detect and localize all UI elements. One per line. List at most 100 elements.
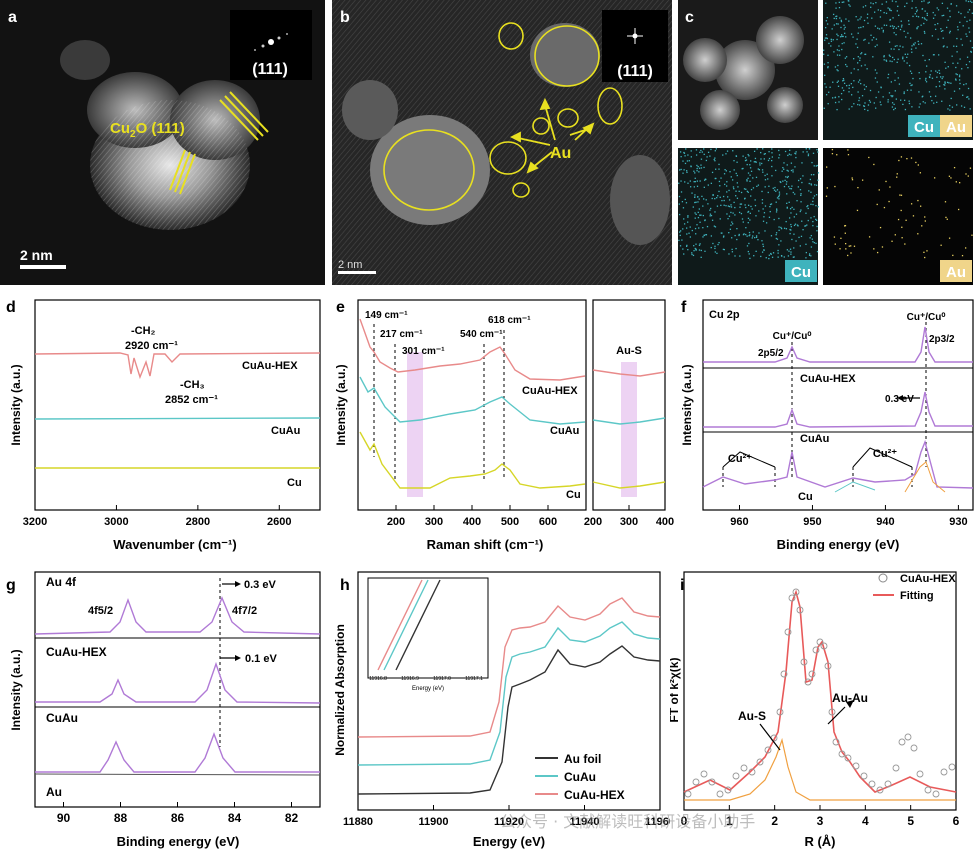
scale-bar-b — [338, 271, 376, 274]
i-tick-label-6: 6 — [953, 814, 960, 828]
d-tick-label-0: 3200 — [23, 516, 47, 528]
i-tick-label-2: 2 — [771, 814, 778, 828]
ylabel-f: Intensity (a.u.) — [680, 364, 694, 445]
annot-f-5: Cu²⁺ — [728, 453, 752, 465]
xlabel-g: Binding energy (eV) — [117, 834, 240, 849]
i-marker-19 — [804, 678, 812, 686]
h-inset-tick-label-2: 11917.0 — [433, 676, 451, 682]
legend-d-0: CuAu-HEX — [242, 360, 298, 372]
tem-panel-c: c Cu Au Cu Au — [678, 0, 974, 285]
i-marker-41 — [940, 768, 948, 776]
g-tick-label-2: 86 — [171, 811, 185, 825]
i-marker-2 — [700, 770, 708, 778]
annotation-au: Au — [550, 145, 571, 162]
i-marker-24 — [824, 662, 832, 670]
legend-h: Au foil CuAu CuAu-HEX — [535, 752, 625, 802]
eds-label-au: Au — [946, 264, 966, 281]
g-tick-label-0: 90 — [57, 811, 71, 825]
series-f-cuau — [703, 391, 973, 428]
i-marker-34 — [892, 764, 900, 772]
xlabel-f: Binding energy (eV) — [777, 537, 900, 552]
e-tick-label-4: 600 — [539, 516, 557, 528]
annotation-cu2o: Cu2O (111) — [110, 120, 185, 140]
series-g-cuau — [35, 661, 321, 704]
i-marker-6 — [732, 772, 740, 780]
i-marker-23 — [820, 642, 828, 650]
series-e-cuau — [359, 376, 586, 425]
annot-g-1: 4f7/2 — [232, 605, 257, 617]
legend-g-2: Au — [46, 785, 62, 799]
legend-h-1: CuAu — [564, 770, 596, 784]
i-tick-label-3: 3 — [817, 814, 824, 828]
i-marker-12 — [776, 708, 784, 716]
f-tick-label-2: 940 — [876, 516, 894, 528]
f-tick-label-1: 950 — [803, 516, 821, 528]
series-d-cuau-hex — [34, 352, 321, 380]
annot-f-6: Cu²⁺ — [873, 448, 897, 460]
i-marker-5 — [724, 786, 732, 794]
h-tick-label-4: 11960 — [645, 816, 670, 828]
i-marker-8 — [748, 768, 756, 776]
i-marker-38 — [916, 770, 924, 778]
series-d-cuau — [34, 417, 321, 420]
h-inset-tick-label-1: 11916.9 — [401, 676, 419, 682]
tem-panel-b: (111) b Au 2 nm — [332, 0, 672, 285]
title-f: Cu 2p — [709, 309, 740, 321]
series-i-cuau-hex — [684, 588, 956, 798]
eds-label-cu: Cu — [791, 264, 811, 281]
d-tick-label-2: 2800 — [186, 516, 210, 528]
i-marker-27 — [838, 750, 846, 758]
legend-f-0: CuAu-HEX — [800, 373, 856, 385]
panel-label-b: b — [340, 9, 350, 26]
ylabel-d: Intensity (a.u.) — [9, 364, 23, 445]
series-f-cuau-hex — [703, 326, 973, 363]
i-marker-10 — [764, 746, 772, 754]
d-tick-label-1: 3000 — [104, 516, 128, 528]
chart-i: i CuAu-HEX Fitting Au-S Au-Au 0 1 2 3 4 5 6 R … — [670, 571, 960, 849]
e-tick-label-1: 300 — [425, 516, 443, 528]
i-marker-3 — [708, 778, 716, 786]
i-marker-13 — [780, 670, 788, 678]
series-g-cuau-hex — [34, 596, 321, 635]
legend-d-1: CuAu — [271, 425, 300, 437]
i-tick-label-4: 4 — [862, 814, 869, 828]
inset-xlabel-h: Energy (eV) — [412, 686, 444, 692]
e-tick-label-2: 400 — [463, 516, 481, 528]
i-tick-label-1: 1 — [726, 814, 733, 828]
panel-label-c: c — [685, 9, 694, 26]
panel-label-f: f — [681, 299, 687, 316]
xlabel-e: Raman shift (cm⁻¹) — [427, 537, 544, 552]
h-tick-label-3: 11940 — [570, 816, 600, 828]
i-marker-0 — [684, 790, 692, 798]
watermark: 公众号 · 文献解读旺科研设备小助手 — [500, 812, 756, 831]
i-marker-32 — [876, 786, 884, 794]
i-marker-37 — [910, 744, 918, 752]
legend-h-0: Au foil — [564, 752, 601, 766]
i-marker-36 — [904, 733, 912, 741]
legend-f-2: Cu — [798, 491, 813, 503]
annot-d-0: -CH₂ — [131, 325, 156, 337]
panel-label-g: g — [6, 577, 16, 594]
series-f-cu — [702, 439, 974, 489]
inset-label-a: (111) — [252, 61, 288, 78]
xlabel-d: Wavenumber (cm⁻¹) — [113, 537, 236, 552]
i-marker-33 — [884, 780, 892, 788]
legend-e-2: Cu — [566, 489, 581, 501]
scale-bar-a — [20, 265, 66, 269]
i-marker-20 — [808, 670, 816, 678]
chart-h: h 11916.8 11916.9 11917.0 11917.1 Energy (e… — [333, 571, 670, 849]
i-marker-7 — [740, 764, 748, 772]
annot-e-540: 540 cm⁻¹ — [460, 329, 503, 340]
i-tick-label-0: 0 — [681, 814, 688, 828]
annot-i-1: Au-Au — [832, 691, 868, 705]
panel-label-a: a — [8, 9, 17, 26]
f-tick-label-3: 930 — [949, 516, 967, 528]
annot-e-301: 301 cm⁻¹ — [402, 346, 445, 357]
i-marker-16 — [792, 588, 800, 596]
i-marker-17 — [796, 606, 804, 614]
i-marker-18 — [800, 658, 808, 666]
annot-e-149: 149 cm⁻¹ — [365, 310, 408, 321]
ylabel-h: Normalized Absorption — [333, 624, 347, 756]
g-tick-label-3: 84 — [228, 811, 242, 825]
chart-e: e 149 cm⁻¹ 217 cm⁻¹ 301 cm⁻¹ 540 cm⁻¹ 61… — [334, 299, 674, 552]
